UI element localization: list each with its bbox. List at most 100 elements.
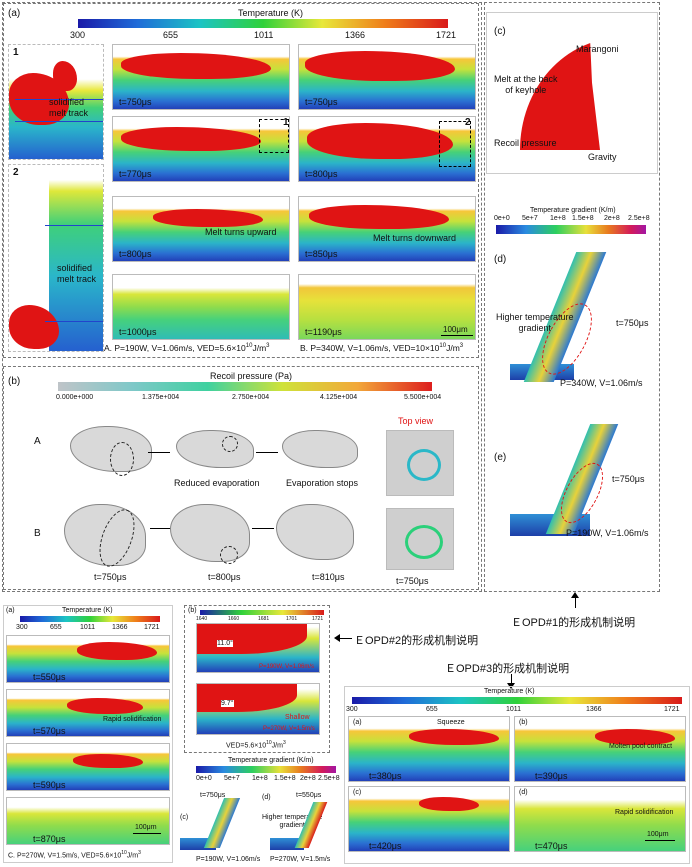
snapshot-b-4: t=1190μs 100μm bbox=[298, 274, 476, 340]
params-label: P=270W, V=1.5m/s bbox=[270, 856, 331, 863]
snapshot-d-a: (a) Squeeze t=380μs bbox=[348, 716, 510, 782]
panel-b-label: (b) bbox=[8, 376, 21, 387]
params-label: P=270W, V=1.5m/s bbox=[263, 726, 315, 732]
params-label: P=190W, V=1.06m/s bbox=[196, 856, 261, 863]
caption-a: A. P=190W, V=1.06m/s, VED=5.6×1010J/m3 bbox=[104, 343, 270, 353]
tick: 5e+7 bbox=[522, 215, 538, 222]
higher-gradient-note: Higher temperature gradient bbox=[496, 312, 574, 333]
scalebar: 100μm bbox=[135, 824, 157, 831]
tick: 1721 bbox=[144, 624, 160, 631]
tick: 1681 bbox=[258, 616, 270, 622]
time-label: t=800μs bbox=[119, 249, 152, 259]
angle-label: 9.7° bbox=[221, 700, 234, 707]
temperature-colorbar-title: Temperature (K) bbox=[484, 688, 535, 695]
time-label: t=800μs bbox=[208, 572, 241, 582]
shallow-label: Shallow bbox=[285, 714, 310, 721]
time-label: t=590μs bbox=[33, 780, 66, 790]
tick: 1701 bbox=[286, 616, 298, 622]
snapshot-d-b: (b) Molten pool contract t=390μs bbox=[514, 716, 686, 782]
gradient-colorbar bbox=[196, 766, 336, 773]
caption-b-unit-exp: 3 bbox=[459, 343, 464, 350]
eopd2-callout: ＥOPD#2的形成机制说明 bbox=[354, 635, 479, 647]
temperature-colorbar-title: Temperature (K) bbox=[238, 8, 304, 18]
tick: 1e+8 bbox=[550, 215, 566, 222]
time-label: t=550μs bbox=[33, 672, 66, 682]
tick: 1011 bbox=[506, 706, 522, 713]
tick: 1011 bbox=[80, 624, 96, 631]
caption-a-exp: 10 bbox=[245, 343, 253, 350]
marker-2: 2 bbox=[465, 117, 471, 128]
tick: 1011 bbox=[254, 30, 274, 40]
panel-d-label: (d) bbox=[494, 254, 507, 265]
snapshot-d-c: (c) t=420μs bbox=[348, 786, 510, 852]
recoil-colorbar bbox=[58, 382, 432, 391]
tick: 2.5e+8 bbox=[318, 775, 340, 782]
bottom-mid-frame bbox=[184, 605, 330, 753]
callout-arrow-2-head bbox=[334, 634, 340, 642]
params-label: P=340W, V=1.06m/s bbox=[560, 378, 643, 388]
tick: 655 bbox=[426, 706, 438, 713]
panel-a-label: (a) bbox=[6, 607, 15, 614]
bottom-left-figure bbox=[3, 605, 173, 863]
temperature-colorbar bbox=[352, 697, 682, 704]
params-label: P=190W, V=1.06m/s bbox=[566, 528, 649, 538]
reduced-evaporation-caption: Reduced evaporation bbox=[174, 478, 260, 488]
panel-a-frame bbox=[3, 3, 479, 358]
time-label: t=550μs bbox=[296, 792, 322, 799]
tick: 2.750e+004 bbox=[232, 394, 270, 401]
tick: 1366 bbox=[345, 30, 366, 40]
scalebar: 100μm bbox=[443, 325, 468, 334]
ved-unit: J/m bbox=[271, 742, 283, 750]
snapshot-b-1: t=750μs bbox=[298, 44, 476, 110]
caption-b-exp: 10 bbox=[439, 343, 447, 350]
arrow bbox=[150, 528, 172, 529]
rapid-solidification-note: Rapid solidification bbox=[103, 716, 162, 723]
track-3d-e bbox=[510, 424, 640, 556]
caption-c-exp: 10 bbox=[121, 850, 127, 856]
caption-c-unit-exp: 3 bbox=[138, 850, 141, 856]
recoil-pressure-label: Recoil pressure bbox=[494, 138, 557, 148]
bottom-right-figure bbox=[344, 686, 690, 864]
mid-temperature-colorbar bbox=[200, 610, 324, 615]
tick: 0.000e+000 bbox=[56, 394, 94, 401]
callout-arrow-3 bbox=[511, 674, 512, 684]
tick: 0e+0 bbox=[494, 215, 510, 222]
row-b-label: B bbox=[34, 528, 41, 539]
melt-upward-annotation: Melt turns upward bbox=[205, 227, 277, 237]
marker-1: 1 bbox=[283, 117, 289, 128]
caption-a-unit: J/m bbox=[252, 343, 267, 353]
snapshot-b-3: Melt turns downward t=850μs bbox=[298, 196, 476, 262]
ved-exp: 10 bbox=[266, 740, 272, 746]
rapid-solidification-note: Rapid solidification bbox=[615, 809, 674, 816]
row-a-label: A bbox=[34, 436, 41, 447]
track-3d-c bbox=[180, 796, 250, 856]
scalebar: 100μm bbox=[647, 831, 669, 838]
tick: 1.5e+8 bbox=[274, 775, 296, 782]
top-view-title: Top view bbox=[398, 416, 434, 426]
panel-e-label: (e) bbox=[494, 452, 507, 463]
panel-d-label: (d) bbox=[262, 794, 271, 801]
top-view-a bbox=[386, 430, 454, 496]
tick: 1660 bbox=[228, 616, 240, 622]
inset-number: 2 bbox=[13, 167, 19, 178]
sub-label: (d) bbox=[519, 789, 528, 796]
inset-2: 2 solidified melt track bbox=[8, 164, 104, 352]
snapshot-a-2: 1 t=770μs bbox=[112, 116, 290, 182]
panel-c-label: (c) bbox=[180, 814, 189, 821]
right-figure-frame bbox=[484, 2, 660, 592]
panel-b-label: (b) bbox=[188, 607, 197, 614]
marangoni-label: Marangoni bbox=[576, 44, 619, 54]
gradient-colorbar-title: Temperature gradient (K/m) bbox=[228, 757, 314, 764]
time-label: t=800μs bbox=[305, 169, 338, 179]
keyhole-b-3 bbox=[276, 504, 354, 560]
tick: 4.125e+004 bbox=[320, 394, 358, 401]
snapshot-c-1: t=550μs bbox=[6, 635, 170, 683]
sub-label: (c) bbox=[353, 789, 362, 796]
track-3d-d bbox=[510, 252, 630, 384]
tick: 1366 bbox=[586, 706, 602, 713]
inset-caption: solidified melt track bbox=[49, 97, 89, 118]
tick: 1721 bbox=[436, 30, 457, 40]
eopd3-callout: ＥOPD#3的形成机制说明 bbox=[445, 663, 570, 675]
keyhole-a-3 bbox=[282, 430, 358, 468]
ved-unit-exp: 3 bbox=[282, 740, 286, 746]
